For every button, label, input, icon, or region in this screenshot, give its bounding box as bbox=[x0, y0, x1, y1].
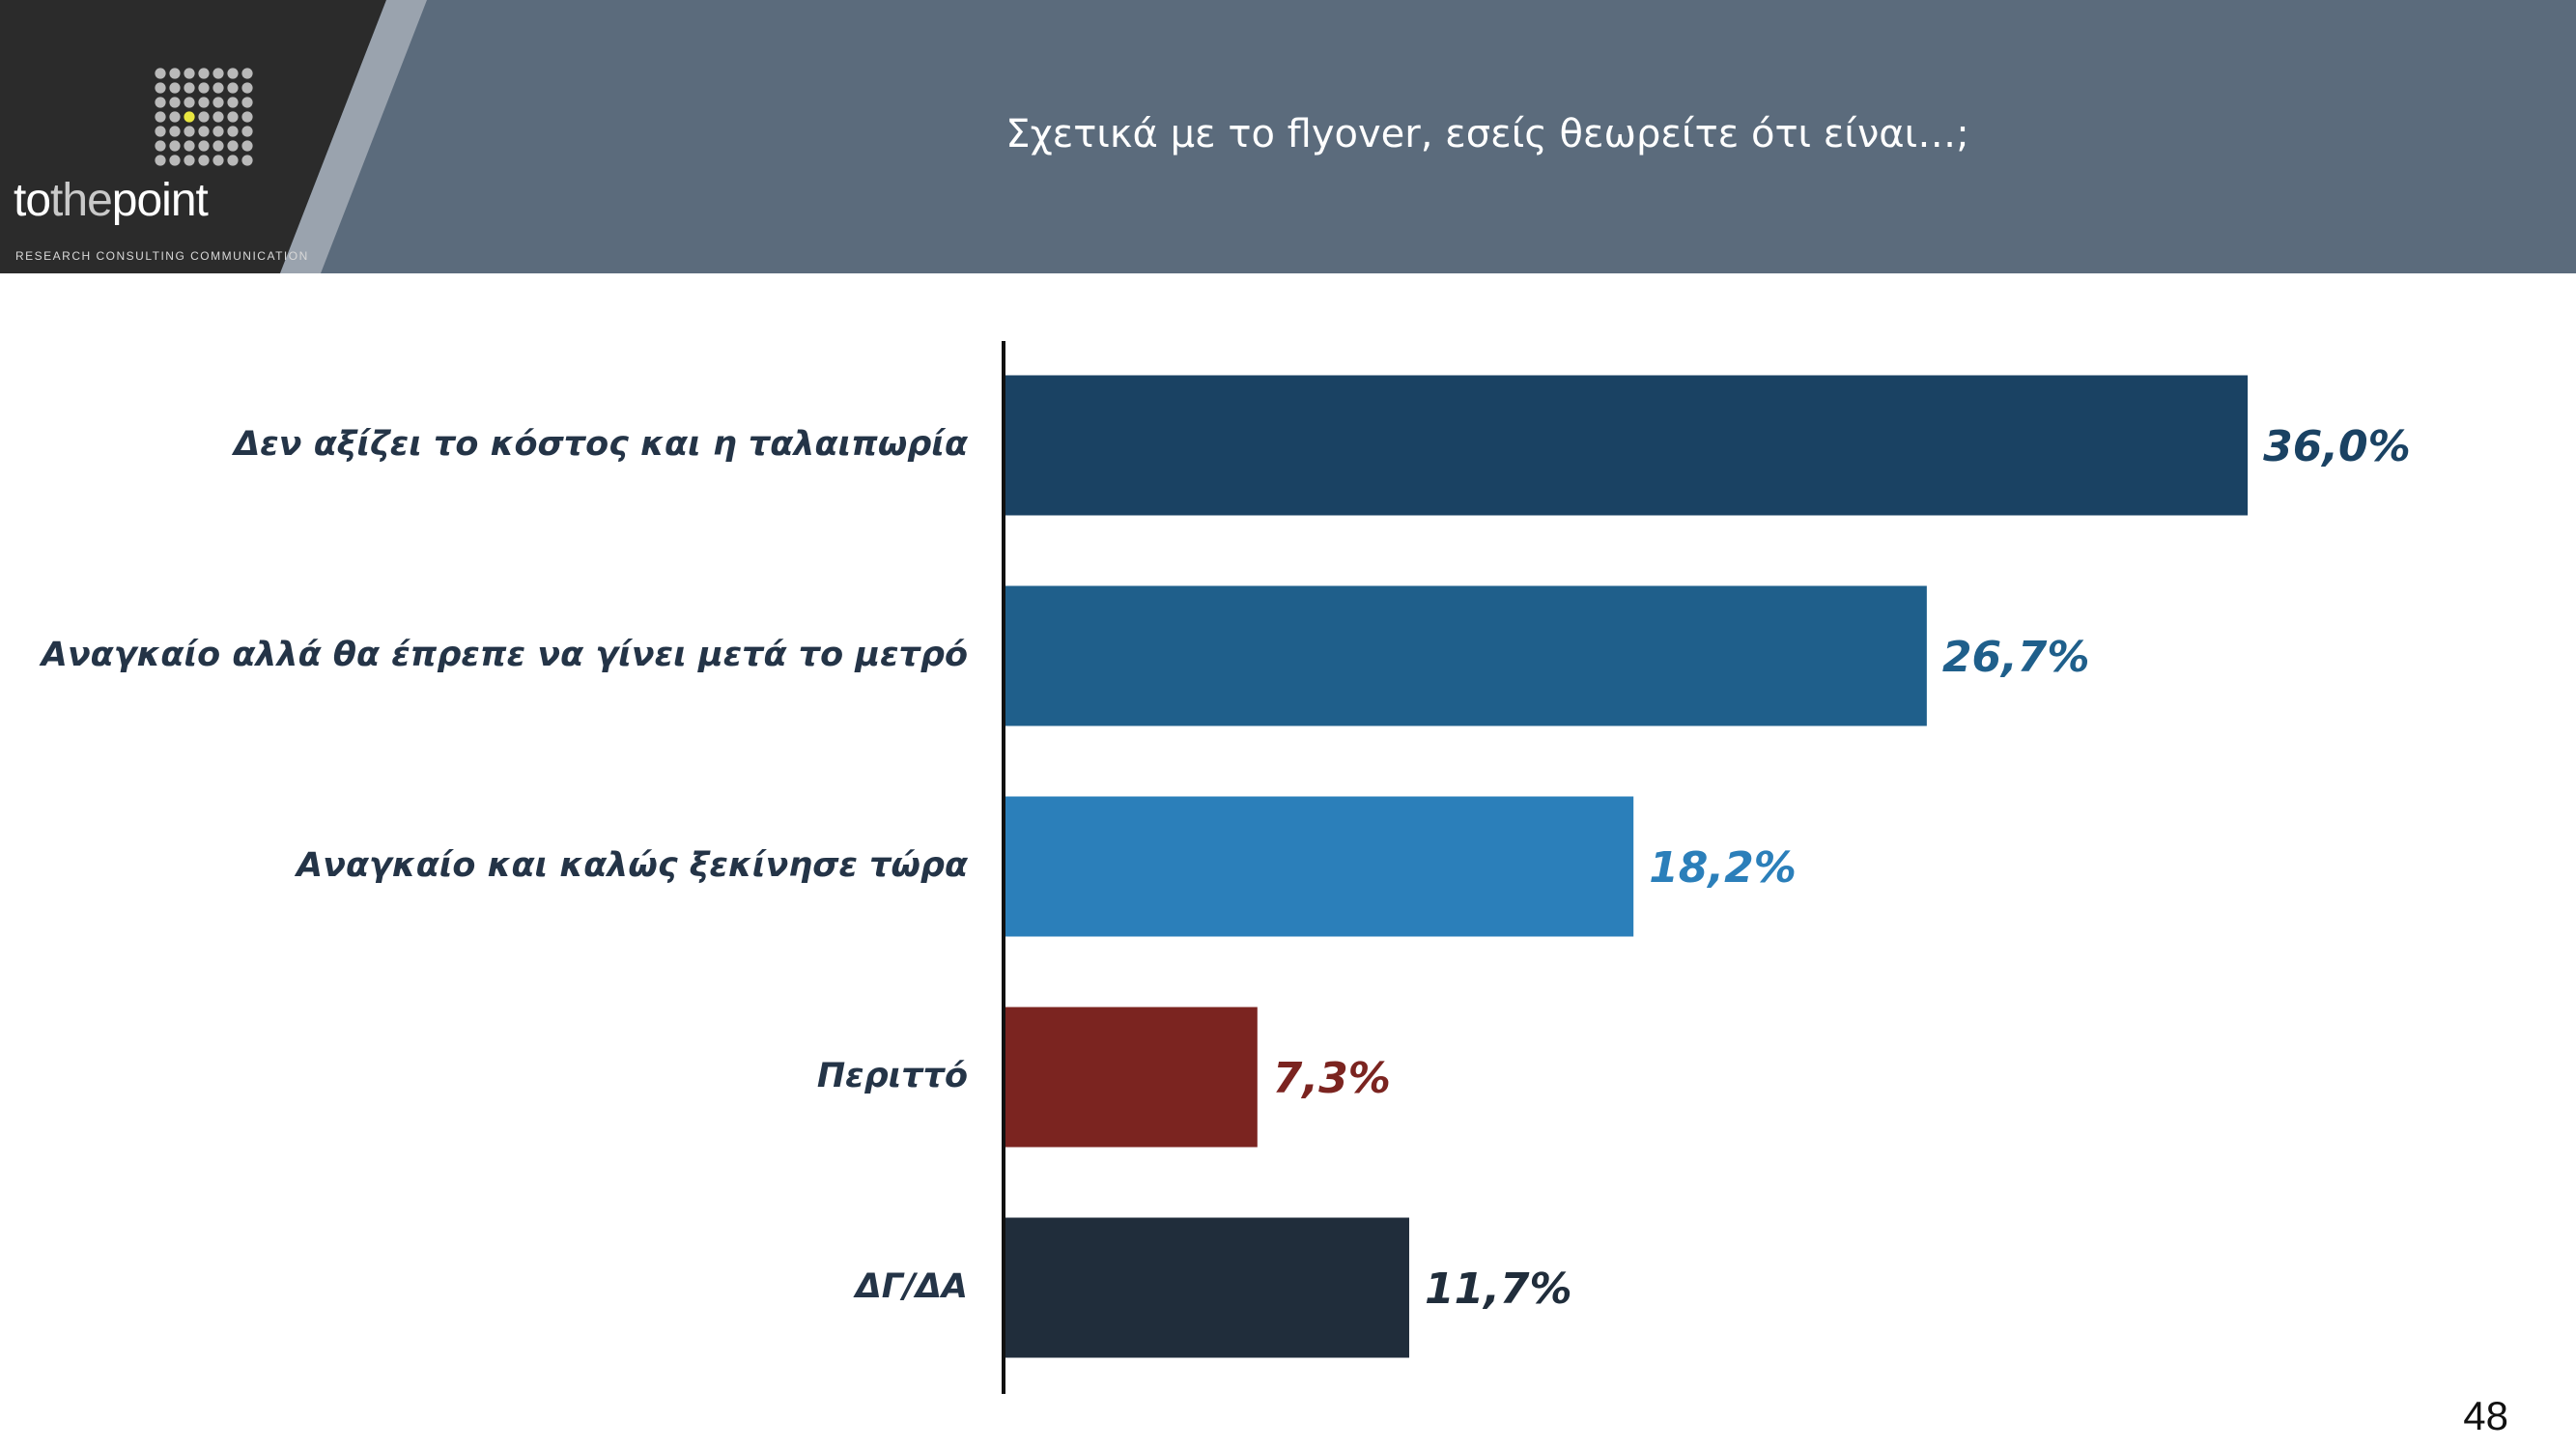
logo-dot bbox=[227, 82, 239, 94]
logo-dot bbox=[169, 140, 181, 152]
logo-text-part3: point bbox=[111, 175, 209, 226]
category-label: Αναγκαίο αλλά θα έπρεπε να γίνει μετά το… bbox=[39, 636, 968, 674]
logo-dot bbox=[169, 111, 181, 123]
logo-text-part2: the bbox=[50, 175, 113, 226]
logo-dot bbox=[155, 97, 166, 108]
bars-layer: Δεν αξίζει το κόστος και η ταλαιπωρία 36,… bbox=[39, 375, 2411, 1358]
page-number: 48 bbox=[2463, 1393, 2508, 1438]
logo-dot bbox=[212, 155, 224, 166]
logo-dot bbox=[212, 111, 224, 123]
logo-dot bbox=[198, 126, 210, 137]
bar bbox=[1005, 585, 1927, 726]
value-label: 26,7% bbox=[1942, 633, 2090, 682]
logo-dot bbox=[155, 140, 166, 152]
page-title: Σχετικά με το flyover, εσείς θεωρείτε ότ… bbox=[1005, 112, 1969, 156]
bar bbox=[1005, 796, 1634, 937]
header-stripe bbox=[280, 0, 427, 273]
logo-dot bbox=[184, 82, 195, 94]
logo-dot bbox=[184, 97, 195, 108]
logo-dot bbox=[241, 126, 253, 137]
logo-dot bbox=[155, 111, 166, 123]
logo-dot bbox=[227, 155, 239, 166]
bar bbox=[1005, 1007, 1258, 1148]
bar bbox=[1005, 1217, 1409, 1358]
logo-dot bbox=[212, 82, 224, 94]
logo-dot bbox=[241, 155, 253, 166]
value-label: 7,3% bbox=[1273, 1054, 1391, 1103]
logo-dot bbox=[169, 126, 181, 137]
logo-tagline: RESEARCH CONSULTING COMMUNICATION bbox=[15, 249, 309, 263]
logo-dot bbox=[184, 155, 195, 166]
bar bbox=[1005, 375, 2249, 516]
logo-dot bbox=[169, 82, 181, 94]
logo-dot bbox=[241, 97, 253, 108]
category-label: Αναγκαίο και καλώς ξεκίνησε τώρα bbox=[294, 846, 969, 885]
header-background bbox=[0, 0, 2576, 273]
logo-dot bbox=[227, 68, 239, 79]
logo-dot bbox=[155, 82, 166, 94]
logo-dot bbox=[198, 97, 210, 108]
logo-dot bbox=[212, 140, 224, 152]
logo-dot bbox=[241, 111, 253, 123]
logo-dot bbox=[198, 155, 210, 166]
value-label: 18,2% bbox=[1649, 843, 1797, 893]
logo-dot bbox=[169, 97, 181, 108]
logo-dot bbox=[155, 126, 166, 137]
logo-dot bbox=[227, 126, 239, 137]
value-label: 36,0% bbox=[2263, 422, 2411, 471]
logo-dot bbox=[169, 155, 181, 166]
logo-dot bbox=[184, 68, 195, 79]
logo-dot bbox=[227, 97, 239, 108]
category-label: Περιττό bbox=[817, 1057, 968, 1095]
logo-dot bbox=[184, 140, 195, 152]
logo-dot bbox=[155, 68, 166, 79]
value-label: 11,7% bbox=[1425, 1264, 1572, 1314]
logo-dot bbox=[241, 140, 253, 152]
logo-dot bbox=[155, 155, 166, 166]
logo-dot bbox=[241, 82, 253, 94]
logo-dot bbox=[198, 68, 210, 79]
logo-dot-grid-icon bbox=[155, 68, 253, 166]
logo-dot bbox=[212, 97, 224, 108]
logo-dot bbox=[198, 82, 210, 94]
logo-text-part1: to bbox=[14, 175, 51, 226]
logo-dot bbox=[169, 68, 181, 79]
logo-dot bbox=[227, 140, 239, 152]
logo-panel bbox=[0, 0, 386, 273]
logo-dot bbox=[212, 68, 224, 79]
header-band bbox=[0, 0, 2576, 273]
category-label: Δεν αξίζει το κόστος και η ταλαιπωρία bbox=[231, 425, 969, 464]
logo-dot bbox=[198, 111, 210, 123]
logo-dot bbox=[227, 111, 239, 123]
logo-dot-highlight bbox=[184, 111, 195, 123]
logo-dot bbox=[198, 140, 210, 152]
logo-dot bbox=[184, 126, 195, 137]
logo-dot bbox=[212, 126, 224, 137]
logo-dot bbox=[241, 68, 253, 79]
category-label: ΔΓ/ΔΑ bbox=[853, 1267, 968, 1306]
logo: tothepoint bbox=[14, 174, 209, 227]
